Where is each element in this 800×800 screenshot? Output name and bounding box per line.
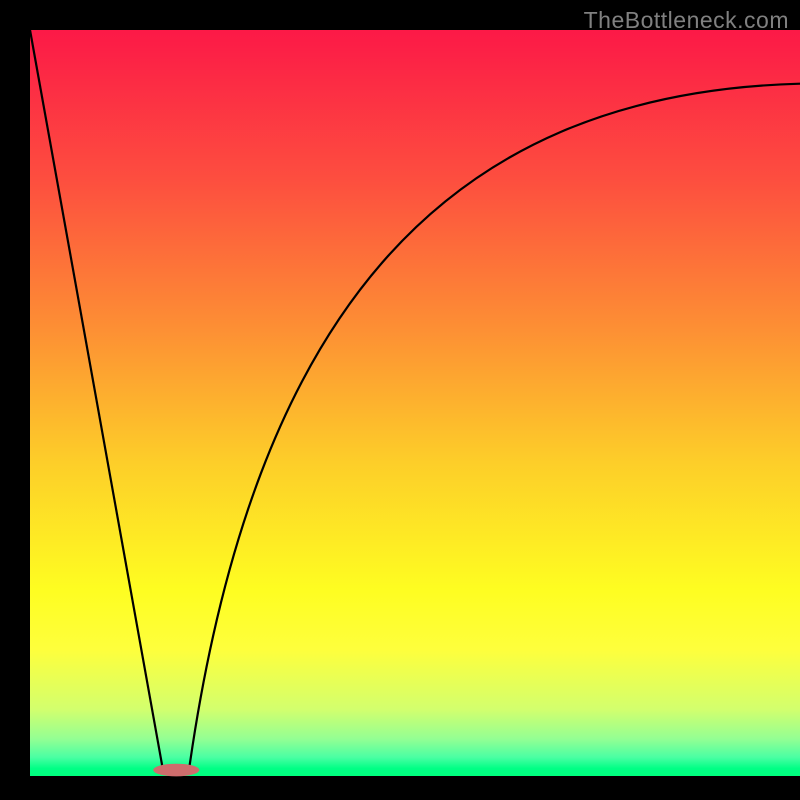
optimum-marker (153, 764, 199, 777)
plot-background (30, 30, 800, 776)
chart-container: { "watermark": { "text": "TheBottleneck.… (0, 0, 800, 800)
bottleneck-curve-chart (0, 0, 800, 800)
watermark-text: TheBottleneck.com (584, 7, 789, 34)
